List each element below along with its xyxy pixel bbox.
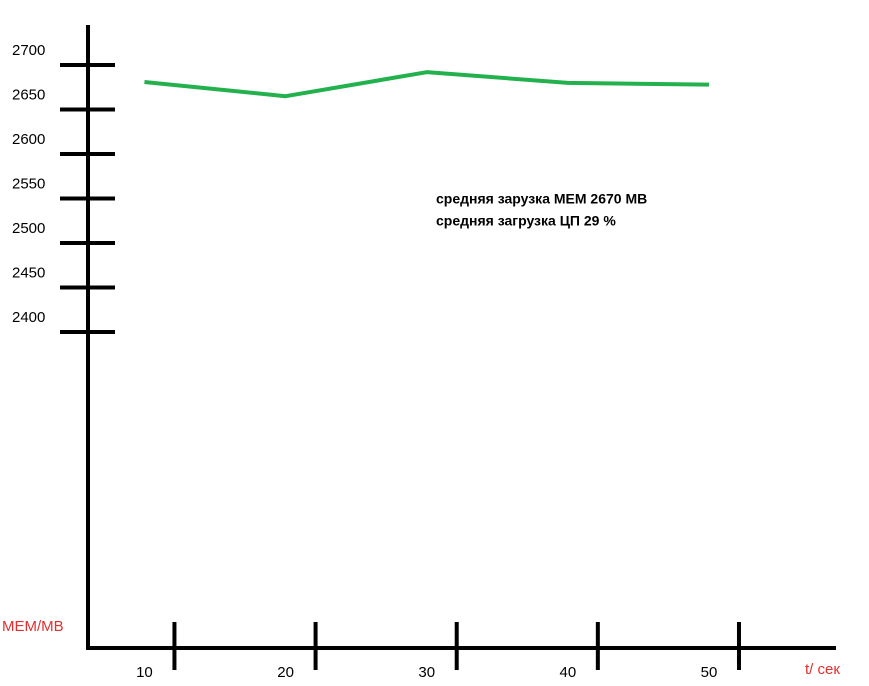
y-axis-label: MEM/MB: [2, 618, 64, 635]
y-tick-label: 2700: [12, 42, 45, 59]
y-tick-label: 2450: [12, 265, 45, 282]
x-tick-label: 30: [418, 664, 435, 681]
x-tick-label: 50: [701, 664, 718, 681]
y-tick-label: 2650: [12, 87, 45, 104]
x-tick-label: 20: [277, 664, 294, 681]
x-tick-label: 40: [560, 664, 577, 681]
annotation: средняя зарузка MEM 2670 MB: [436, 191, 647, 207]
y-tick-label: 2600: [12, 131, 45, 148]
data-line: [144, 70, 710, 99]
x-tick-label: 10: [136, 664, 153, 681]
y-tick-label: 2500: [12, 220, 45, 237]
y-tick-label: 2550: [12, 176, 45, 193]
y-tick-label: 2400: [12, 309, 45, 326]
annotation: средняя загрузка ЦП 29 %: [436, 213, 616, 229]
x-axis-label: t/ сек: [805, 661, 840, 678]
